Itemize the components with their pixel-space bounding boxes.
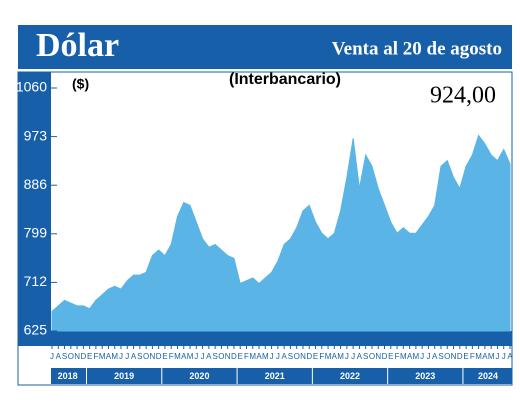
year-label: 2018 bbox=[58, 371, 78, 381]
year-label: 2019 bbox=[114, 371, 134, 381]
y-tick-label: 973 bbox=[24, 127, 48, 143]
y-axis-band bbox=[18, 72, 51, 346]
chart-title: Dólar bbox=[36, 27, 119, 64]
year-label: 2020 bbox=[189, 371, 209, 381]
x-tick-label: N bbox=[451, 352, 457, 361]
x-tick-label: M bbox=[488, 352, 495, 361]
x-tick-label: D bbox=[457, 352, 463, 361]
x-tick-label: F bbox=[395, 352, 400, 361]
x-tick-label: S bbox=[212, 352, 217, 361]
x-tick-label: M bbox=[475, 352, 482, 361]
x-tick-label: A bbox=[281, 352, 287, 361]
x-tick-label: J bbox=[125, 352, 129, 361]
x-tick-label: J bbox=[502, 352, 506, 361]
subtitle: Venta al 20 de agosto bbox=[332, 38, 502, 59]
x-tick-label: S bbox=[438, 352, 443, 361]
x-tick-label: O bbox=[294, 352, 300, 361]
x-tick-label: J bbox=[351, 352, 355, 361]
x-tick-label: M bbox=[187, 352, 194, 361]
x-tick-label: O bbox=[218, 352, 224, 361]
x-tick-label: M bbox=[174, 352, 181, 361]
annotation: 924,00 bbox=[430, 83, 496, 109]
x-tick-label: N bbox=[300, 352, 306, 361]
x-tick-label: J bbox=[119, 352, 123, 361]
x-tick-label: J bbox=[270, 352, 274, 361]
x-tick-label: E bbox=[388, 352, 393, 361]
y-tick-label: 1060 bbox=[16, 79, 47, 95]
x-tick-label: E bbox=[238, 352, 243, 361]
y-tick-label: 712 bbox=[24, 273, 48, 289]
x-tick-label: M bbox=[337, 352, 344, 361]
x-tick-label: J bbox=[201, 352, 205, 361]
x-tick-label: F bbox=[93, 352, 98, 361]
x-tick-label: A bbox=[432, 352, 438, 361]
x-tick-label: E bbox=[87, 352, 92, 361]
x-tick-label: M bbox=[400, 352, 407, 361]
x-tick-label: M bbox=[99, 352, 106, 361]
x-tick-label: D bbox=[382, 352, 388, 361]
y-tick-label: 625 bbox=[24, 322, 48, 338]
x-tick-label: A bbox=[206, 352, 212, 361]
chart-subtitle: (Interbancario) bbox=[229, 71, 341, 88]
x-tick-label: O bbox=[143, 352, 149, 361]
x-tick-label: S bbox=[288, 352, 293, 361]
x-tick-label: J bbox=[194, 352, 198, 361]
x-tick-label: F bbox=[470, 352, 475, 361]
x-tick-label: A bbox=[181, 352, 187, 361]
x-tick-label: A bbox=[332, 352, 338, 361]
x-tick-label: J bbox=[495, 352, 499, 361]
x-tick-label: A bbox=[56, 352, 62, 361]
x-tick-label: J bbox=[276, 352, 280, 361]
x-tick-label: N bbox=[375, 352, 381, 361]
x-tick-label: O bbox=[369, 352, 375, 361]
x-tick-label: N bbox=[149, 352, 155, 361]
x-tick-label: M bbox=[111, 352, 118, 361]
x-tick-label: F bbox=[244, 352, 249, 361]
x-tick-label: S bbox=[137, 352, 142, 361]
year-label: 2023 bbox=[415, 371, 435, 381]
x-tick-label: A bbox=[482, 352, 488, 361]
x-tick-label: A bbox=[507, 352, 513, 361]
x-tick-label: M bbox=[413, 352, 420, 361]
x-tick-label: A bbox=[131, 352, 137, 361]
x-tick-label: E bbox=[463, 352, 468, 361]
x-tick-label: N bbox=[74, 352, 80, 361]
header-band bbox=[18, 25, 512, 69]
year-label: 2021 bbox=[265, 371, 285, 381]
x-tick-label: A bbox=[407, 352, 413, 361]
x-tick-label: N bbox=[225, 352, 231, 361]
y-axis-label: ($) bbox=[72, 76, 89, 92]
x-tick-label: J bbox=[426, 352, 430, 361]
x-tick-label: D bbox=[80, 352, 86, 361]
area bbox=[51, 134, 511, 332]
year-label: 2022 bbox=[340, 371, 360, 381]
x-tick-label: M bbox=[249, 352, 256, 361]
x-tick-label: D bbox=[306, 352, 312, 361]
x-tick-label: O bbox=[68, 352, 74, 361]
x-axis-band bbox=[51, 331, 512, 346]
x-tick-label: D bbox=[231, 352, 237, 361]
x-tick-label: E bbox=[162, 352, 167, 361]
x-tick-label: D bbox=[156, 352, 162, 361]
y-tick-label: 799 bbox=[24, 225, 48, 241]
x-tick-label: J bbox=[345, 352, 349, 361]
x-tick-label: A bbox=[256, 352, 262, 361]
x-tick-label: A bbox=[357, 352, 363, 361]
x-tick-label: S bbox=[363, 352, 368, 361]
x-tick-label: S bbox=[62, 352, 67, 361]
x-tick-label: M bbox=[325, 352, 332, 361]
year-label: 2024 bbox=[478, 371, 498, 381]
x-tick-label: A bbox=[106, 352, 112, 361]
x-tick-label: M bbox=[262, 352, 269, 361]
x-tick-label: J bbox=[50, 352, 54, 361]
x-tick-label: F bbox=[169, 352, 174, 361]
year-band bbox=[51, 368, 512, 384]
y-tick-label: 886 bbox=[24, 176, 48, 192]
x-tick-label: F bbox=[319, 352, 324, 361]
x-tick-label: J bbox=[420, 352, 424, 361]
x-tick-label: E bbox=[313, 352, 318, 361]
x-tick-label: O bbox=[444, 352, 450, 361]
